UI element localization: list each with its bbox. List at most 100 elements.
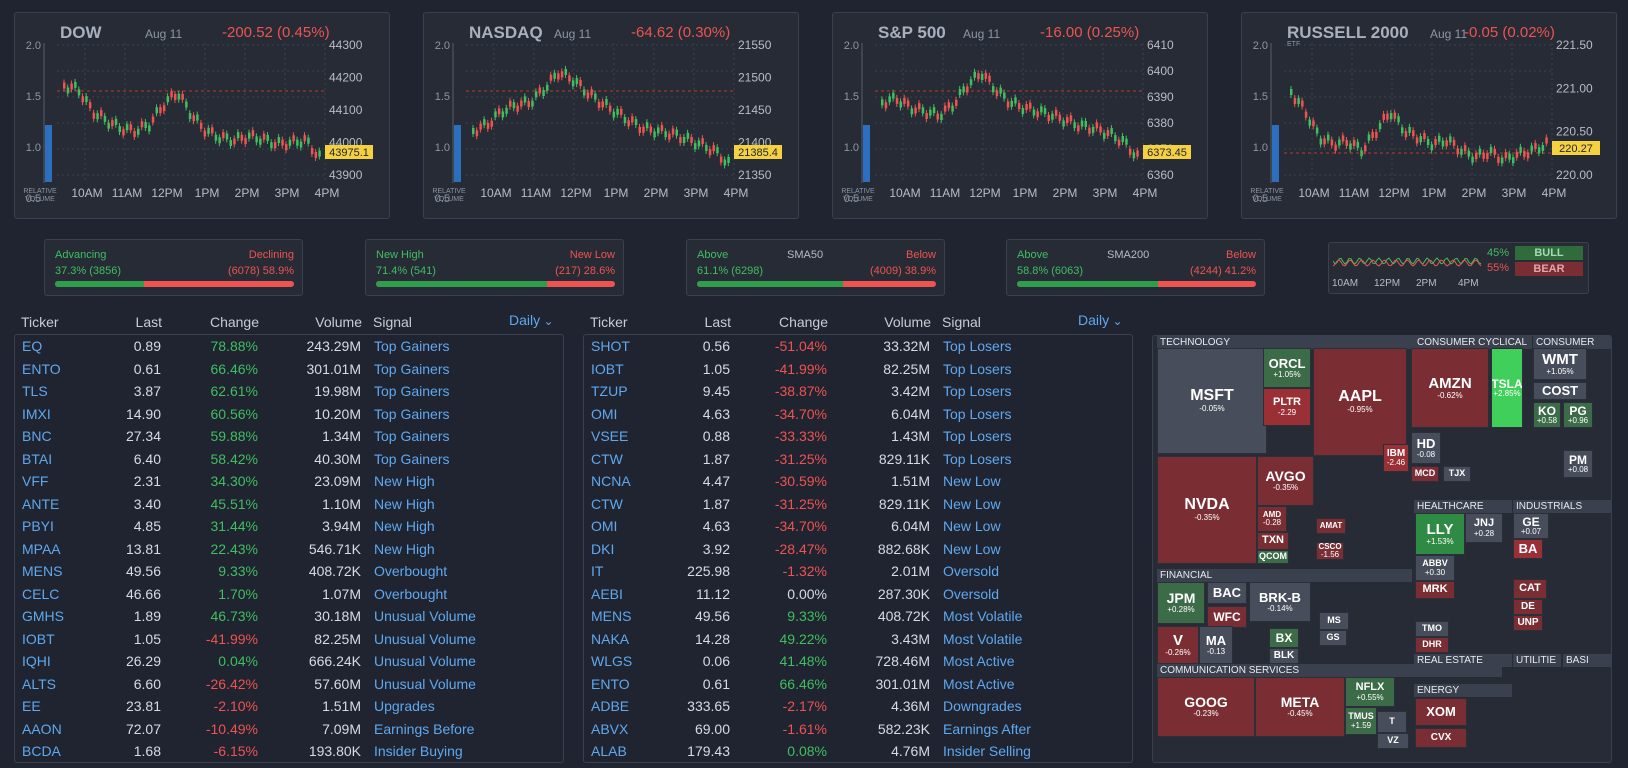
heatmap-tile[interactable]: XOM bbox=[1415, 698, 1467, 726]
signal-link[interactable]: Overbought bbox=[374, 563, 448, 579]
table-row[interactable]: BTAI 6.40 58.42% 40.30M Top Gainers bbox=[15, 448, 563, 471]
heatmap-tile[interactable]: HD -0.08 bbox=[1411, 432, 1441, 464]
ticker-link[interactable]: NAKA bbox=[591, 630, 630, 647]
heatmap-tile[interactable]: META -0.45% bbox=[1255, 677, 1345, 737]
ticker-link[interactable]: MPAA bbox=[22, 540, 61, 557]
heatmap-tile[interactable]: PLTR -2.29 bbox=[1263, 388, 1311, 426]
ticker-link[interactable]: WLGS bbox=[591, 653, 633, 669]
signal-link[interactable]: Earnings After bbox=[943, 720, 1031, 737]
table-row[interactable]: TLS 3.87 62.61% 19.98M Top Gainers bbox=[15, 380, 563, 403]
ticker-link[interactable]: GMHS bbox=[22, 608, 64, 624]
ticker-link[interactable]: PBYI bbox=[22, 518, 54, 534]
ticker-link[interactable]: IOBT bbox=[22, 630, 55, 647]
heatmap-tile[interactable]: TMO bbox=[1415, 621, 1449, 637]
heatmap-tile[interactable]: NVDA -0.35% bbox=[1157, 456, 1257, 564]
sector-label[interactable]: INDUSTRIALS bbox=[1513, 500, 1611, 513]
ticker-link[interactable]: ENTO bbox=[591, 675, 630, 692]
ticker-link[interactable]: TZUP bbox=[591, 383, 628, 399]
table-row[interactable]: NCNA 4.47 -30.59% 1.51M New Low bbox=[584, 470, 1132, 493]
table-row[interactable]: WLGS 0.06 41.48% 728.46M Most Active bbox=[584, 650, 1132, 673]
ticker-link[interactable]: CTW bbox=[591, 495, 623, 512]
ticker-link[interactable]: CELC bbox=[22, 585, 60, 602]
col-signal[interactable]: Signal bbox=[373, 314, 412, 330]
heatmap-tile[interactable]: ABBV +0.30 bbox=[1415, 555, 1455, 581]
heatmap-tile[interactable]: NFLX +0.55% bbox=[1345, 677, 1395, 707]
period-dropdown[interactable]: Daily ⌄ bbox=[1078, 312, 1123, 328]
table-row[interactable]: CTW 1.87 -31.25% 829.11K Top Losers bbox=[584, 448, 1132, 471]
heatmap-tile[interactable]: AAPL -0.95% bbox=[1313, 348, 1407, 456]
ticker-link[interactable]: BTAI bbox=[22, 450, 53, 467]
heatmap-tile[interactable]: MA -0.13 bbox=[1199, 626, 1233, 664]
table-row[interactable]: ANTE 3.40 45.51% 1.10M New High bbox=[15, 493, 563, 516]
heatmap-tile[interactable]: MS bbox=[1319, 612, 1349, 630]
col-volume[interactable]: Volume bbox=[315, 314, 362, 330]
signal-link[interactable]: New Low bbox=[943, 540, 1001, 557]
table-row[interactable]: DKI 3.92 -28.47% 882.68K New Low bbox=[584, 538, 1132, 561]
table-row[interactable]: ABVX 69.00 -1.61% 582.23K Earnings After bbox=[584, 718, 1132, 741]
table-row[interactable]: OMI 4.63 -34.70% 6.04M Top Losers bbox=[584, 403, 1132, 426]
signal-link[interactable]: Top Gainers bbox=[374, 405, 450, 422]
index-chart-dow[interactable]: DOW Aug 11 -200.52 (0.45%) 2.0 1.5 1.0 0.5 RELA… bbox=[14, 12, 390, 219]
signal-link[interactable]: Downgrades bbox=[943, 698, 1022, 714]
col-last[interactable]: Last bbox=[704, 314, 731, 330]
sector-heatmap[interactable]: TECHNOLOGY CONSUMER CYCLICAL CONSUMER FINAN… bbox=[1152, 335, 1612, 763]
heatmap-tile[interactable]: BA bbox=[1513, 539, 1543, 559]
table-row[interactable]: MPAA 13.81 22.43% 546.71K New High bbox=[15, 538, 563, 561]
sector-label[interactable]: CONSUMER CYCLICAL bbox=[1414, 336, 1532, 349]
sector-label[interactable]: UTILITIE bbox=[1513, 654, 1561, 667]
heatmap-tile[interactable]: GS bbox=[1319, 630, 1347, 646]
heatmap-tile[interactable]: V -0.26% bbox=[1157, 626, 1199, 664]
sector-label[interactable]: FINANCIAL bbox=[1157, 569, 1412, 582]
sector-label[interactable]: REAL ESTATE bbox=[1414, 654, 1512, 667]
heatmap-tile[interactable]: KO +0.58 bbox=[1533, 402, 1561, 428]
signal-link[interactable]: Most Active bbox=[943, 653, 1015, 669]
heatmap-tile[interactable]: BLK bbox=[1269, 648, 1299, 664]
table-row[interactable]: CTW 1.87 -31.25% 829.11K New Low bbox=[584, 493, 1132, 516]
heatmap-tile[interactable]: ORCL +1.05% bbox=[1263, 348, 1311, 388]
ticker-link[interactable]: ALAB bbox=[591, 743, 627, 759]
heatmap-tile[interactable]: AMD -0.28 bbox=[1257, 506, 1287, 532]
table-row[interactable]: VFF 2.31 34.30% 23.09M New High bbox=[15, 470, 563, 493]
table-row[interactable]: TZUP 9.45 -38.87% 3.42M Top Losers bbox=[584, 380, 1132, 403]
heatmap-tile[interactable]: BX bbox=[1269, 628, 1299, 648]
heatmap-tile[interactable]: DHR bbox=[1415, 637, 1449, 653]
col-ticker[interactable]: Ticker bbox=[21, 314, 59, 330]
ticker-link[interactable]: IOBT bbox=[591, 360, 624, 377]
signal-link[interactable]: Top Losers bbox=[943, 405, 1012, 422]
signal-link[interactable]: Top Gainers bbox=[374, 360, 450, 377]
signal-link[interactable]: Most Active bbox=[943, 675, 1015, 692]
heatmap-tile[interactable]: MSFT -0.05% bbox=[1157, 348, 1267, 454]
table-row[interactable]: VSEE 0.88 -33.33% 1.43M Top Losers bbox=[584, 425, 1132, 448]
table-row[interactable]: SHOT 0.56 -51.04% 33.32M Top Losers bbox=[584, 335, 1132, 358]
signal-link[interactable]: New High bbox=[374, 473, 435, 489]
signal-link[interactable]: Insider Selling bbox=[943, 743, 1031, 759]
ticker-link[interactable]: CTW bbox=[591, 450, 623, 467]
signal-link[interactable]: Most Volatile bbox=[943, 630, 1023, 647]
sector-label[interactable]: BASI bbox=[1563, 654, 1611, 667]
table-row[interactable]: IQHI 26.29 0.04% 666.24K Unusual Volume bbox=[15, 650, 563, 673]
ticker-link[interactable]: SHOT bbox=[591, 338, 630, 354]
signal-link[interactable]: New Low bbox=[943, 473, 1001, 489]
heatmap-tile[interactable]: WFC bbox=[1207, 606, 1247, 628]
signal-link[interactable]: Unusual Volume bbox=[374, 653, 476, 669]
table-row[interactable]: ENTO 0.61 66.46% 301.01M Most Active bbox=[584, 673, 1132, 696]
signal-link[interactable]: Top Gainers bbox=[374, 383, 450, 399]
heatmap-tile[interactable]: T bbox=[1377, 711, 1407, 733]
heatmap-tile[interactable]: PG +0.96 bbox=[1563, 402, 1593, 428]
table-row[interactable]: IOBT 1.05 -41.99% 82.25M Top Losers bbox=[584, 358, 1132, 381]
col-signal[interactable]: Signal bbox=[942, 314, 981, 330]
table-row[interactable]: MENS 49.56 9.33% 408.72K Most Volatile bbox=[584, 605, 1132, 628]
sector-label[interactable]: TECHNOLOGY bbox=[1157, 336, 1419, 349]
signal-link[interactable]: Top Losers bbox=[943, 360, 1012, 377]
ticker-link[interactable]: AAON bbox=[22, 720, 62, 737]
table-row[interactable]: ALAB 179.43 0.08% 4.76M Insider Selling bbox=[584, 740, 1132, 763]
signal-link[interactable]: Oversold bbox=[943, 563, 1000, 579]
signal-link[interactable]: Top Losers bbox=[943, 338, 1012, 354]
heatmap-tile[interactable]: LLY +1.53% bbox=[1415, 513, 1465, 555]
signal-link[interactable]: Unusual Volume bbox=[374, 630, 476, 647]
ticker-link[interactable]: ANTE bbox=[22, 495, 60, 512]
signal-link[interactable]: Most Volatile bbox=[943, 608, 1023, 624]
heatmap-tile[interactable]: IBM -2.46 bbox=[1383, 444, 1409, 472]
signal-link[interactable]: Oversold bbox=[943, 585, 1000, 602]
table-row[interactable]: MENS 49.56 9.33% 408.72K Overbought bbox=[15, 560, 563, 583]
